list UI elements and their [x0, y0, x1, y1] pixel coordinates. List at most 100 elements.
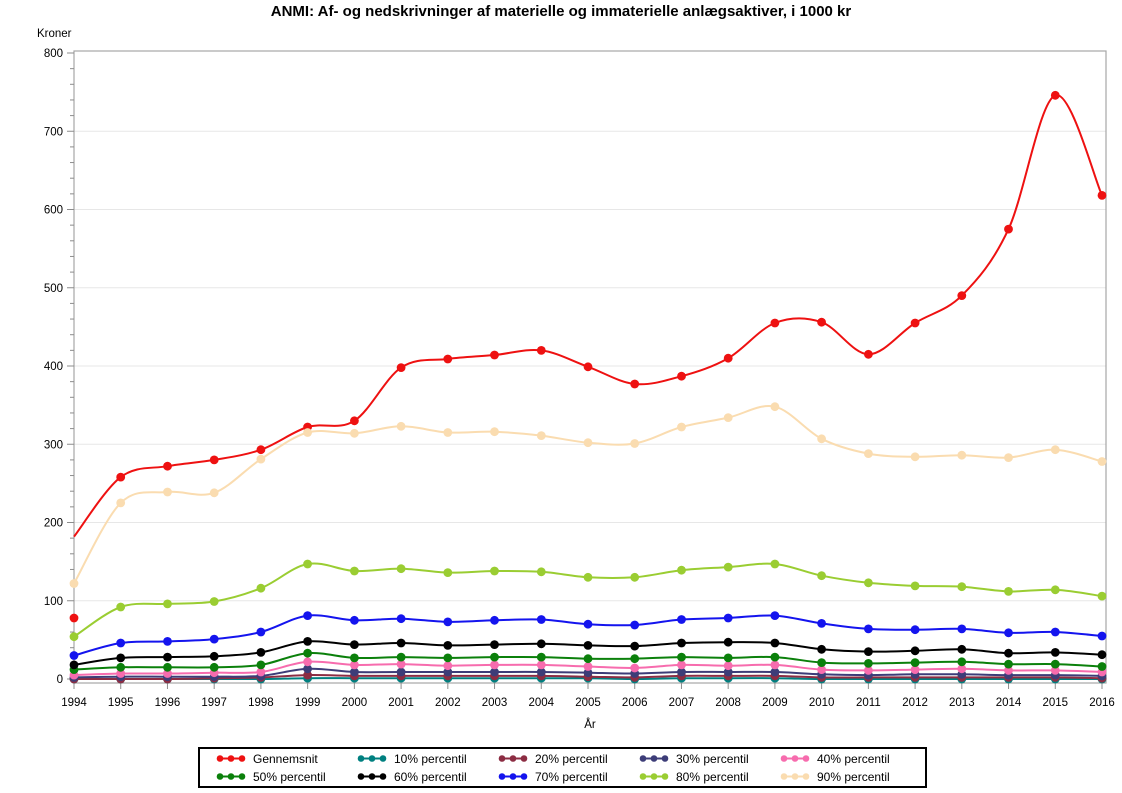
- data-point-marker: [723, 613, 733, 623]
- data-point-marker: [910, 646, 920, 656]
- legend-dot: [509, 773, 517, 780]
- legend-dot: [661, 755, 669, 762]
- data-point-marker: [677, 652, 686, 662]
- x-tick-label: 2009: [762, 697, 788, 709]
- data-point-marker: [910, 452, 920, 462]
- data-point-marker: [443, 641, 453, 650]
- data-point-marker: [536, 615, 546, 624]
- legend-dot: [379, 773, 387, 780]
- data-point-marker: [350, 660, 359, 670]
- legend-item-90-percentil: 90% percentil: [780, 768, 921, 785]
- x-tick-label: 1999: [295, 697, 321, 709]
- data-point-marker: [677, 660, 686, 670]
- y-tick-label: 200: [44, 518, 63, 530]
- data-point-marker: [536, 639, 546, 649]
- data-point-marker: [723, 413, 733, 422]
- legend-box: Gennemsnit 10% percentil 20% percentil 30% …: [198, 747, 927, 788]
- data-point-marker: [957, 450, 967, 460]
- data-point-marker: [864, 624, 873, 634]
- legend-label: 30% percentil: [676, 751, 749, 766]
- data-point-marker: [770, 652, 780, 662]
- legend-symbol-icon: [780, 755, 810, 762]
- data-point-marker: [723, 562, 733, 572]
- data-point-marker: [303, 637, 312, 646]
- data-point-marker: [630, 654, 640, 664]
- data-point-marker: [256, 667, 266, 677]
- legend-dot: [650, 773, 658, 780]
- x-tick-label: 2005: [575, 697, 601, 709]
- data-point-marker: [770, 318, 780, 328]
- data-point-marker: [677, 422, 686, 432]
- legend-dot: [791, 755, 799, 762]
- x-tick-label: 2011: [856, 697, 881, 709]
- data-point-marker: [536, 431, 546, 440]
- data-point-marker: [957, 291, 967, 300]
- series-80-percentil: [69, 559, 1107, 642]
- legend-symbol-icon: [357, 773, 387, 780]
- data-point-marker: [490, 427, 499, 437]
- legend-dot: [661, 773, 669, 780]
- legend-dot: [227, 773, 235, 780]
- y-tick-label: 0: [57, 674, 63, 686]
- data-point-marker: [630, 641, 640, 651]
- data-point-marker: [163, 669, 172, 678]
- data-point-marker: [209, 488, 219, 498]
- y-axis: 0 100 200 300 400 500 600 700 800: [44, 48, 74, 686]
- data-point-marker: [303, 648, 312, 658]
- series-90-percentil: [69, 402, 1107, 588]
- data-point-marker: [817, 571, 826, 581]
- data-point-marker: [116, 638, 126, 648]
- data-point-marker: [583, 662, 593, 671]
- data-point-marker: [723, 653, 733, 663]
- data-point-marker: [630, 620, 640, 630]
- data-point-marker: [1004, 224, 1013, 234]
- x-tick-label: 1994: [61, 697, 87, 709]
- data-point-marker: [490, 640, 499, 649]
- legend-item-30-percentil: 30% percentil: [639, 750, 780, 767]
- data-point-marker: [536, 667, 546, 677]
- y-tick-label: 800: [44, 48, 63, 60]
- legend-dot: [368, 755, 376, 762]
- data-point-marker: [630, 663, 640, 673]
- data-point-marker: [256, 583, 266, 593]
- data-point-marker: [1004, 453, 1013, 462]
- data-point-marker: [490, 350, 499, 360]
- series-40-percentil: [69, 657, 1107, 680]
- data-point-marker: [770, 611, 780, 620]
- data-point-marker: [1097, 631, 1107, 641]
- data-point-marker: [1097, 650, 1107, 660]
- data-point-marker: [723, 661, 733, 671]
- legend-dot: [780, 755, 788, 762]
- data-point-marker: [256, 648, 266, 657]
- y-tick-label: 300: [44, 439, 63, 451]
- data-point-marker: [1050, 666, 1060, 675]
- data-point-marker: [256, 660, 266, 670]
- legend-dot: [227, 755, 235, 762]
- data-point-marker: [303, 428, 312, 437]
- legend-label: Gennemsnit: [253, 751, 318, 766]
- data-point-marker: [443, 617, 453, 627]
- data-point-marker: [1097, 191, 1107, 200]
- legend-label: 70% percentil: [535, 769, 608, 784]
- data-point-marker: [490, 660, 499, 670]
- legend-dot: [639, 755, 647, 762]
- data-point-marker: [350, 640, 359, 649]
- legend-item-70-percentil: 70% percentil: [498, 768, 639, 785]
- x-tick-label: 2012: [902, 697, 928, 709]
- legend-label: 40% percentil: [817, 751, 890, 766]
- data-point-marker: [443, 667, 453, 677]
- data-point-marker: [69, 651, 79, 660]
- series-70-percentil: [69, 611, 1107, 660]
- data-point-marker: [350, 653, 359, 663]
- data-point-marker: [490, 566, 499, 576]
- data-point-marker: [163, 637, 172, 646]
- data-point-marker: [163, 652, 172, 662]
- legend-dot: [216, 755, 224, 762]
- legend-dot: [357, 773, 365, 780]
- chart-title: ANMI: Af- og nedskrivninger af materiell…: [270, 3, 852, 20]
- data-point-marker: [116, 602, 126, 612]
- x-tick-label: 2016: [1089, 697, 1115, 709]
- x-tick-label: 2003: [482, 697, 508, 709]
- legend-item-gennemsnit: Gennemsnit: [216, 750, 357, 767]
- data-point-marker: [1097, 457, 1107, 466]
